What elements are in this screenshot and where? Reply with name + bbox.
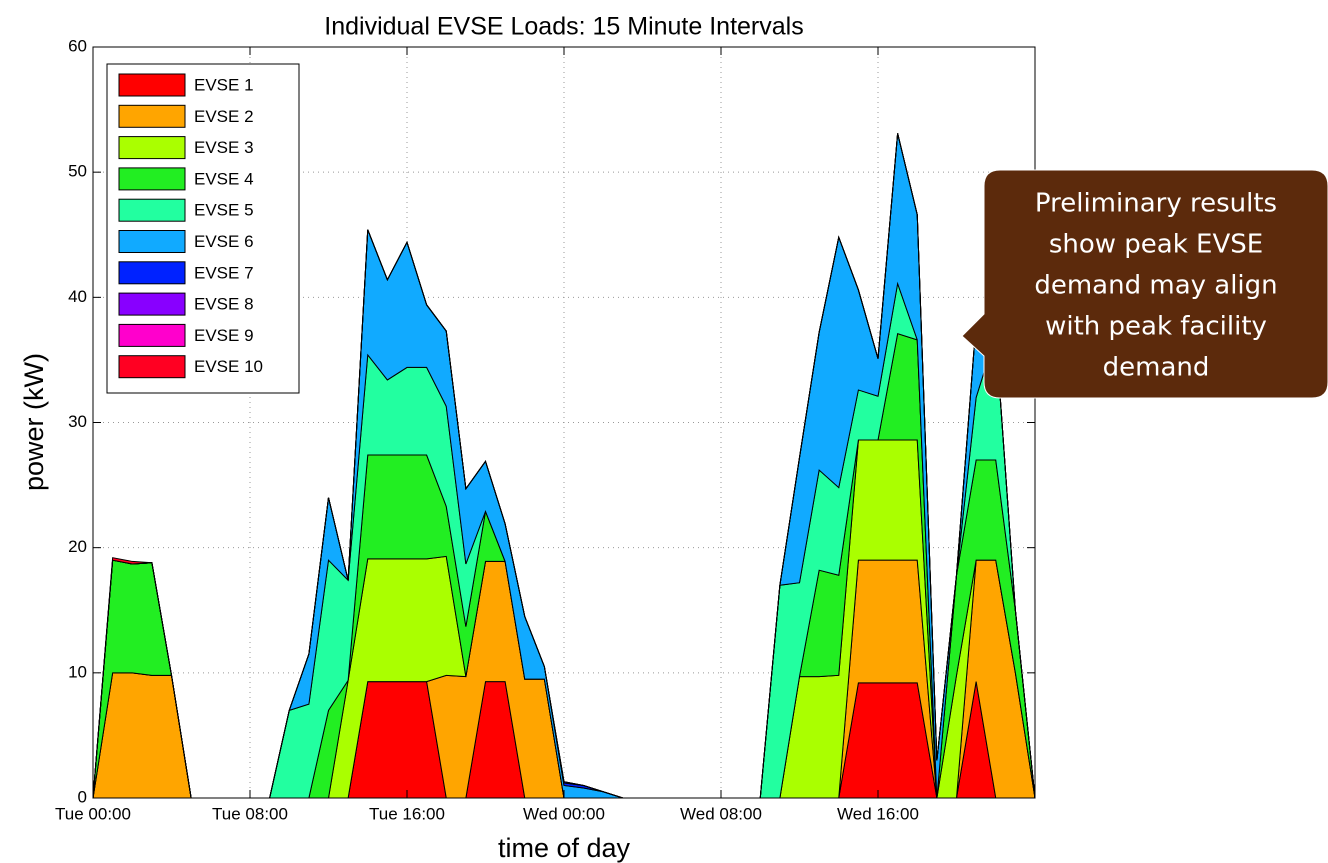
legend-swatch <box>118 323 186 347</box>
x-tick-label: Wed 00:00 <box>523 804 605 823</box>
callout-text: demand <box>1103 353 1210 383</box>
y-tick-label: 20 <box>68 537 87 556</box>
legend-label: EVSE 5 <box>194 201 254 220</box>
callout: Preliminary results show peak EVSE demand … <box>961 169 1328 399</box>
legend-label: EVSE 1 <box>194 75 254 94</box>
legend-label: EVSE 4 <box>194 169 254 188</box>
x-tick-label: Wed 16:00 <box>837 804 919 823</box>
callout-bubble <box>961 169 1328 399</box>
legend-swatch <box>118 167 186 191</box>
legend-label: EVSE 3 <box>194 138 254 157</box>
callout-text: Preliminary results <box>1035 189 1277 219</box>
x-tick-label: Wed 08:00 <box>680 804 762 823</box>
y-tick-label: 0 <box>78 787 87 806</box>
y-tick-label: 40 <box>68 287 87 306</box>
legend-swatch <box>118 136 186 160</box>
y-tick-label: 50 <box>68 162 87 181</box>
callout-text: show peak EVSE <box>1049 230 1263 260</box>
x-tick-label: Tue 08:00 <box>212 804 288 823</box>
legend-swatch <box>118 198 186 222</box>
callout-text: with peak facility <box>1045 312 1267 342</box>
chart-title: Individual EVSE Loads: 15 Minute Interva… <box>324 13 803 41</box>
legend-label: EVSE 2 <box>194 107 254 126</box>
legend-swatch <box>118 104 186 128</box>
legend-label: EVSE 10 <box>194 357 263 376</box>
x-tick-label: Tue 16:00 <box>369 804 445 823</box>
y-tick-label: 10 <box>68 662 87 681</box>
callout-text: demand may align <box>1034 271 1277 301</box>
x-axis-label: time of day <box>498 833 631 863</box>
legend-swatch <box>118 261 186 285</box>
legend-swatch <box>118 230 186 253</box>
legend-label: EVSE 8 <box>194 295 254 314</box>
legend-label: EVSE 7 <box>194 263 254 282</box>
legend-label: EVSE 9 <box>194 326 254 345</box>
y-axis-label: power (kW) <box>19 353 49 491</box>
x-tick-label: Tue 00:00 <box>55 804 131 823</box>
y-tick-label: 60 <box>68 36 87 55</box>
legend-label: EVSE 6 <box>194 232 254 251</box>
legend-swatch <box>118 292 186 316</box>
legend-swatch <box>118 73 186 97</box>
legend-swatch <box>118 355 186 379</box>
y-tick-label: 30 <box>68 412 87 431</box>
